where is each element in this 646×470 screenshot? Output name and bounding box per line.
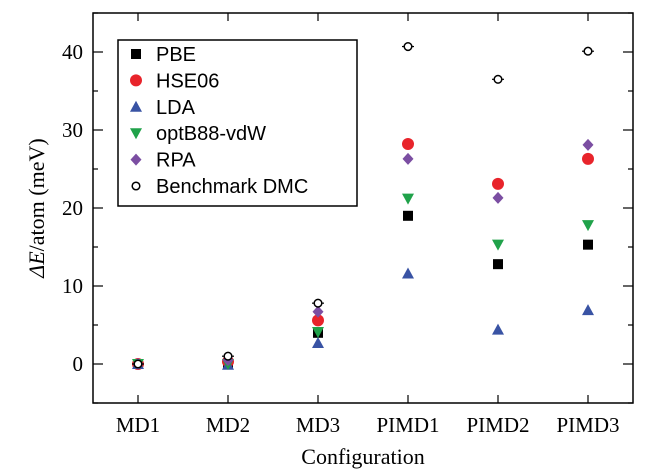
y-axis-symbol: ΔE (24, 251, 49, 279)
legend-marker (130, 74, 142, 87)
y-tick-label: 0 (73, 352, 84, 376)
data-point (493, 74, 503, 84)
x-tick-label: MD1 (116, 413, 160, 437)
data-point (223, 351, 233, 361)
x-tick-label: PIMD1 (376, 413, 439, 437)
data-point (492, 177, 504, 190)
legend-item: LDA (130, 97, 196, 119)
data-point (312, 336, 324, 348)
legend-label: HSE06 (156, 70, 219, 92)
data-point (312, 314, 324, 327)
y-tick-label: 20 (62, 196, 83, 220)
y-axis-unit: /atom (meV) (24, 138, 49, 251)
legend-label: optB88-vdW (156, 123, 266, 145)
series-pbe (133, 210, 593, 369)
data-marks (132, 41, 594, 370)
data-point (582, 304, 594, 316)
legend-item: PBE (131, 44, 196, 66)
series-lda (132, 267, 594, 370)
series-benchmark-dmc (132, 41, 594, 369)
series-optb88-vdw (132, 193, 594, 370)
legend-box (117, 39, 358, 207)
data-point (312, 305, 324, 318)
legend-item: optB88-vdW (130, 123, 266, 145)
y-tick-label: 10 (62, 274, 83, 298)
x-tick-label: MD2 (206, 413, 250, 437)
legend-marker (130, 153, 142, 166)
legend-marker (130, 100, 142, 112)
y-tick-label: 40 (62, 40, 83, 64)
legend-item: HSE06 (130, 70, 219, 92)
legend-label: LDA (156, 97, 196, 119)
data-point (492, 323, 504, 335)
data-point (582, 138, 594, 151)
data-point (493, 259, 503, 270)
x-tick-label: PIMD3 (556, 413, 619, 437)
x-tick-label: MD3 (296, 413, 340, 437)
legend-label: PBE (156, 44, 196, 66)
data-point (402, 138, 414, 151)
legend: PBE HSE06 LDA optB88-vdW RPA Benchmark DMC (117, 39, 358, 207)
data-point (402, 152, 414, 165)
legend-marker (131, 181, 141, 191)
legend-marker (131, 49, 141, 59)
axis-ticks: 0 10 20 30 40 MD1 MD2 MD3 PIMD1 PIMD2 PIMD3 (62, 12, 633, 437)
y-axis-title: ΔE/atom (meV) (24, 138, 49, 278)
data-point (403, 41, 413, 52)
data-point (492, 191, 504, 204)
series-rpa (132, 138, 594, 370)
legend-item: Benchmark DMC (131, 176, 308, 198)
data-point (402, 267, 414, 279)
x-tick-label: PIMD2 (466, 413, 529, 437)
legend-marker (130, 128, 142, 140)
x-axis-title: Configuration (301, 444, 424, 469)
data-point (583, 239, 593, 250)
legend-label: RPA (156, 150, 196, 172)
y-tick-label: 30 (62, 118, 83, 142)
data-point (402, 193, 414, 205)
data-point (133, 359, 143, 369)
data-point (583, 46, 593, 56)
data-point (582, 220, 594, 232)
data-point (403, 210, 413, 221)
data-point (312, 327, 324, 339)
legend-item: RPA (130, 150, 196, 172)
data-point (313, 298, 323, 308)
legend-label: Benchmark DMC (156, 176, 308, 198)
data-point (492, 239, 504, 251)
data-point (582, 152, 594, 165)
